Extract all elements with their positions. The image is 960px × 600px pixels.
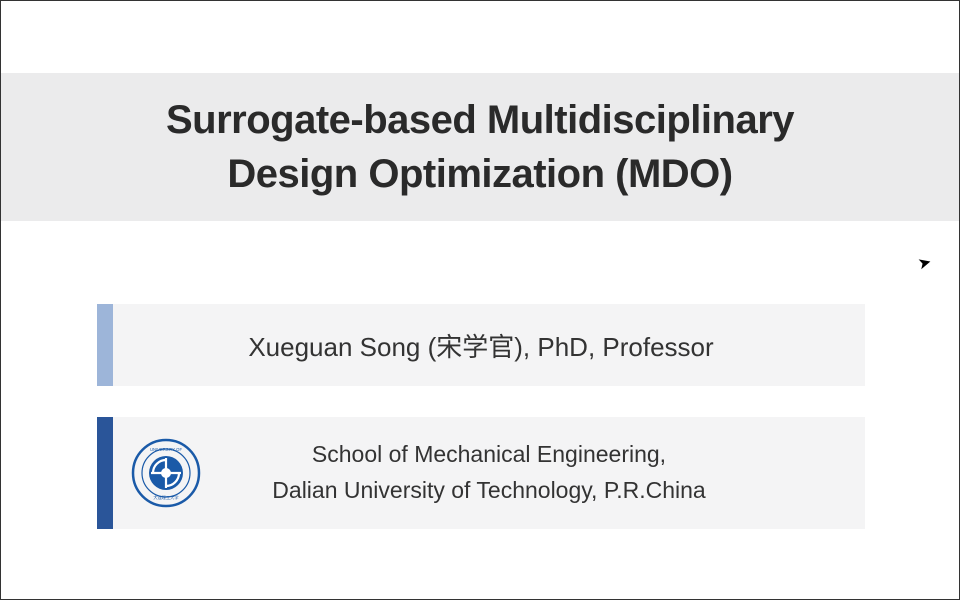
university-logo: UNIVERSITY OF 大连理工大学 xyxy=(113,417,203,529)
author-accent-bar xyxy=(97,304,113,386)
affiliation-accent-bar xyxy=(97,417,113,529)
svg-text:大连理工大学: 大连理工大学 xyxy=(153,494,178,501)
affiliation-block: UNIVERSITY OF 大连理工大学 School of Mechanica… xyxy=(97,417,865,529)
svg-text:UNIVERSITY OF: UNIVERSITY OF xyxy=(150,447,182,452)
affiliation-text: School of Mechanical Engineering, Dalian… xyxy=(203,437,865,508)
title-line-1: Surrogate-based Multidisciplinary xyxy=(166,93,794,147)
affiliation-line-1: School of Mechanical Engineering, xyxy=(203,437,775,473)
slide: Surrogate-based Multidisciplinary Design… xyxy=(0,0,960,600)
author-block: Xueguan Song (宋学官), PhD, Professor xyxy=(97,304,865,386)
author-name: Xueguan Song (宋学官), PhD, Professor xyxy=(113,327,865,364)
university-seal-icon: UNIVERSITY OF 大连理工大学 xyxy=(131,438,201,508)
affiliation-line-2: Dalian University of Technology, P.R.Chi… xyxy=(203,473,775,509)
mouse-cursor-icon: ➤ xyxy=(915,252,933,275)
title-block: Surrogate-based Multidisciplinary Design… xyxy=(1,73,959,221)
title-line-2: Design Optimization (MDO) xyxy=(227,147,732,201)
